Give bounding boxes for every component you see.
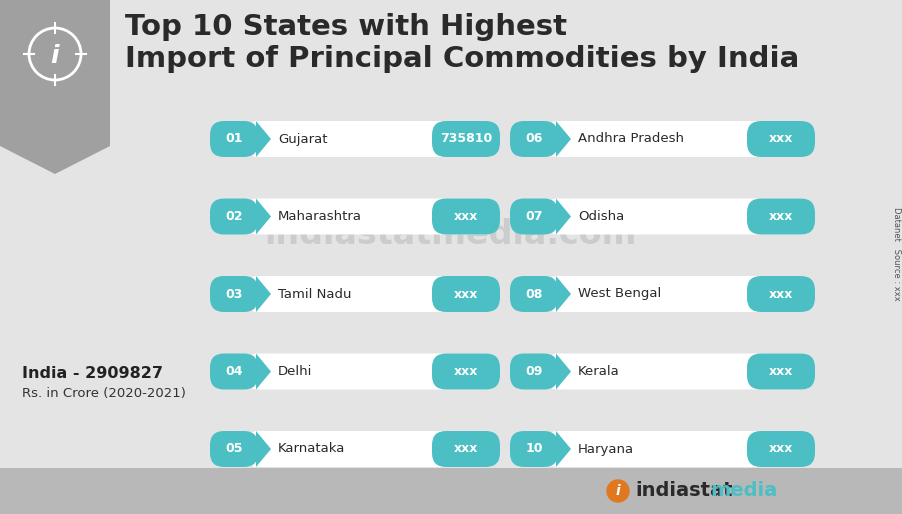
Text: Top 10 States with Highest: Top 10 States with Highest bbox=[125, 13, 567, 41]
Polygon shape bbox=[256, 276, 271, 312]
FancyBboxPatch shape bbox=[747, 354, 815, 390]
FancyBboxPatch shape bbox=[244, 121, 500, 157]
Text: India - 2909827: India - 2909827 bbox=[22, 366, 163, 381]
FancyBboxPatch shape bbox=[747, 276, 815, 312]
Text: xxx: xxx bbox=[454, 287, 478, 301]
Text: Tamil Nadu: Tamil Nadu bbox=[278, 287, 352, 301]
Text: xxx: xxx bbox=[769, 287, 793, 301]
Text: Kerala: Kerala bbox=[578, 365, 620, 378]
Text: xxx: xxx bbox=[769, 133, 793, 145]
Text: 08: 08 bbox=[525, 287, 543, 301]
Text: Rs. in Crore (2020-2021): Rs. in Crore (2020-2021) bbox=[22, 388, 186, 400]
Text: xxx: xxx bbox=[454, 210, 478, 223]
Text: 04: 04 bbox=[226, 365, 243, 378]
FancyBboxPatch shape bbox=[210, 121, 258, 157]
Text: indiastat: indiastat bbox=[635, 482, 732, 501]
Text: Karnataka: Karnataka bbox=[278, 443, 345, 455]
FancyBboxPatch shape bbox=[544, 354, 815, 390]
FancyBboxPatch shape bbox=[244, 198, 500, 234]
FancyBboxPatch shape bbox=[210, 431, 258, 467]
Text: indiastatmedia.com: indiastatmedia.com bbox=[263, 217, 636, 250]
Text: 07: 07 bbox=[525, 210, 543, 223]
Text: Haryana: Haryana bbox=[578, 443, 634, 455]
Text: Maharashtra: Maharashtra bbox=[278, 210, 362, 223]
Polygon shape bbox=[556, 431, 571, 467]
FancyBboxPatch shape bbox=[747, 198, 815, 234]
Text: xxx: xxx bbox=[454, 365, 478, 378]
FancyBboxPatch shape bbox=[244, 354, 500, 390]
Text: 01: 01 bbox=[226, 133, 243, 145]
FancyBboxPatch shape bbox=[0, 468, 902, 514]
Text: xxx: xxx bbox=[769, 443, 793, 455]
Text: Odisha: Odisha bbox=[578, 210, 624, 223]
Text: i: i bbox=[616, 484, 621, 498]
Polygon shape bbox=[256, 198, 271, 234]
FancyBboxPatch shape bbox=[432, 198, 500, 234]
Text: media: media bbox=[710, 482, 778, 501]
Text: Delhi: Delhi bbox=[278, 365, 312, 378]
FancyBboxPatch shape bbox=[544, 121, 815, 157]
FancyBboxPatch shape bbox=[510, 276, 558, 312]
Text: Andhra Pradesh: Andhra Pradesh bbox=[578, 133, 684, 145]
Text: xxx: xxx bbox=[454, 443, 478, 455]
Polygon shape bbox=[556, 121, 571, 157]
Polygon shape bbox=[0, 0, 110, 174]
FancyBboxPatch shape bbox=[432, 354, 500, 390]
Text: 735810: 735810 bbox=[440, 133, 492, 145]
Text: West Bengal: West Bengal bbox=[578, 287, 661, 301]
FancyBboxPatch shape bbox=[544, 198, 815, 234]
FancyBboxPatch shape bbox=[432, 121, 500, 157]
Text: i: i bbox=[51, 44, 60, 68]
Text: xxx: xxx bbox=[769, 210, 793, 223]
FancyBboxPatch shape bbox=[544, 276, 815, 312]
FancyBboxPatch shape bbox=[510, 198, 558, 234]
Polygon shape bbox=[556, 276, 571, 312]
FancyBboxPatch shape bbox=[210, 198, 258, 234]
FancyBboxPatch shape bbox=[244, 276, 500, 312]
FancyBboxPatch shape bbox=[510, 121, 558, 157]
Polygon shape bbox=[556, 198, 571, 234]
FancyBboxPatch shape bbox=[432, 431, 500, 467]
Polygon shape bbox=[256, 431, 271, 467]
Text: Gujarat: Gujarat bbox=[278, 133, 327, 145]
FancyBboxPatch shape bbox=[210, 276, 258, 312]
Circle shape bbox=[607, 480, 629, 502]
Text: Datanet   Source : xxx: Datanet Source : xxx bbox=[891, 207, 900, 301]
Text: 09: 09 bbox=[525, 365, 543, 378]
FancyBboxPatch shape bbox=[210, 354, 258, 390]
Text: Import of Principal Commodities by India: Import of Principal Commodities by India bbox=[125, 45, 799, 73]
Polygon shape bbox=[256, 121, 271, 157]
Text: 03: 03 bbox=[226, 287, 243, 301]
FancyBboxPatch shape bbox=[544, 431, 815, 467]
FancyBboxPatch shape bbox=[510, 431, 558, 467]
Polygon shape bbox=[556, 354, 571, 390]
Polygon shape bbox=[256, 354, 271, 390]
Text: 05: 05 bbox=[226, 443, 243, 455]
Text: 02: 02 bbox=[226, 210, 243, 223]
Text: 10: 10 bbox=[525, 443, 543, 455]
FancyBboxPatch shape bbox=[432, 276, 500, 312]
Text: 06: 06 bbox=[525, 133, 543, 145]
FancyBboxPatch shape bbox=[747, 431, 815, 467]
FancyBboxPatch shape bbox=[747, 121, 815, 157]
FancyBboxPatch shape bbox=[510, 354, 558, 390]
Text: xxx: xxx bbox=[769, 365, 793, 378]
FancyBboxPatch shape bbox=[244, 431, 500, 467]
